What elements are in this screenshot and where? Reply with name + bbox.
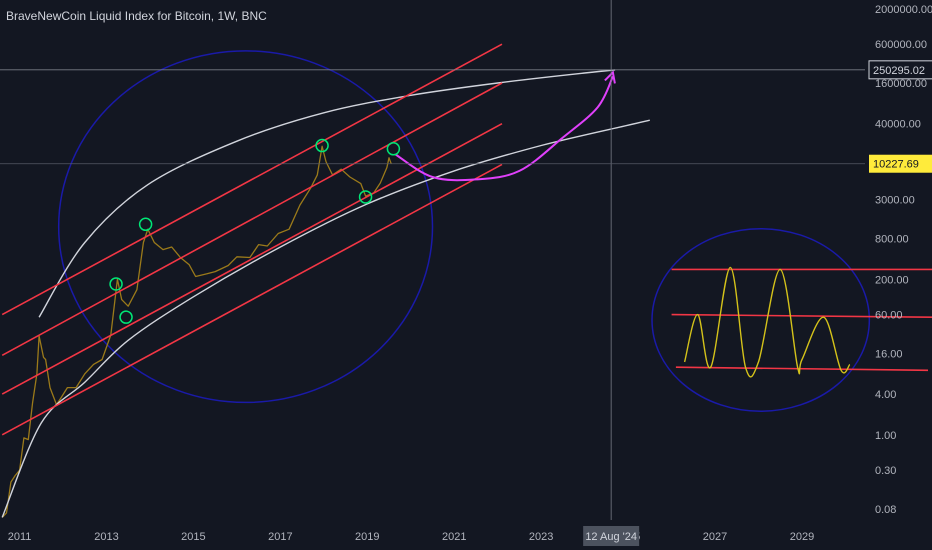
last-price-box [869,154,932,173]
y-tick-label: 2000000.00 [875,4,932,16]
y-tick-label: 600000.00 [875,39,927,51]
y-tick-label: 3000.00 [875,195,915,207]
y-tick-label: 4.00 [875,389,896,401]
y-tick-label: 160000.00 [875,78,927,90]
series-inset-mid-9 [671,313,932,318]
x-tick-label: 2019 [355,531,379,543]
touch-point-circle-3 [315,138,329,153]
ellipse-annotation-0 [57,50,434,404]
x-tick-label: 2027 [703,531,727,543]
projection-arrowhead [604,70,616,84]
touch-point-circle-4 [358,190,373,204]
x-tick-label: 2017 [268,531,292,543]
series-inset-cycles-11 [683,266,851,378]
ellipse-annotation-1 [651,227,871,412]
series-inset-bottom-10 [675,366,929,372]
series-projection-7 [395,75,614,182]
x-tick-label: 2015 [181,531,205,543]
crosshair-price-box [868,60,932,80]
x-tick-label: 2011 [8,531,32,543]
chart-title: BraveNewCoin Liquid Index for Bitcoin, 1… [6,9,267,23]
y-tick-label: 60.00 [875,310,903,322]
last-price-label: 10227.69 [873,159,919,171]
x-tick-label: 2029 [790,531,814,543]
y-tick-label: 200.00 [875,274,909,286]
touch-point-circle-2 [138,217,153,232]
y-tick-label: 0.30 [875,465,896,477]
touch-point-circle-1 [119,310,133,324]
y-tick-label: 0.08 [875,504,896,516]
plot-area [1,43,932,518]
x-tick-label: 2021 [442,531,466,543]
series-channel-3 [1,43,503,316]
x-tick-label: 2013 [94,531,118,543]
y-tick-label: 16.00 [875,348,903,360]
x-tick-label: 2023 [529,531,553,543]
series-channel-6 [1,163,503,436]
y-tick-label: 1.00 [875,430,896,442]
y-tick-label: 40000.00 [875,119,921,131]
series-curve-1 [38,69,616,318]
series-channel-4 [1,82,503,357]
y-tick-label: 800.00 [875,234,909,246]
touch-point-circle-0 [109,277,123,291]
series-price-0 [1,145,392,518]
crosshair-price-label: 250295.02 [873,65,925,77]
crosshair-date-label: 12 Aug '24 [585,531,637,543]
series-channel-5 [1,122,503,395]
crosshair-date-box [583,526,640,546]
touch-point-circle-5 [386,142,401,156]
